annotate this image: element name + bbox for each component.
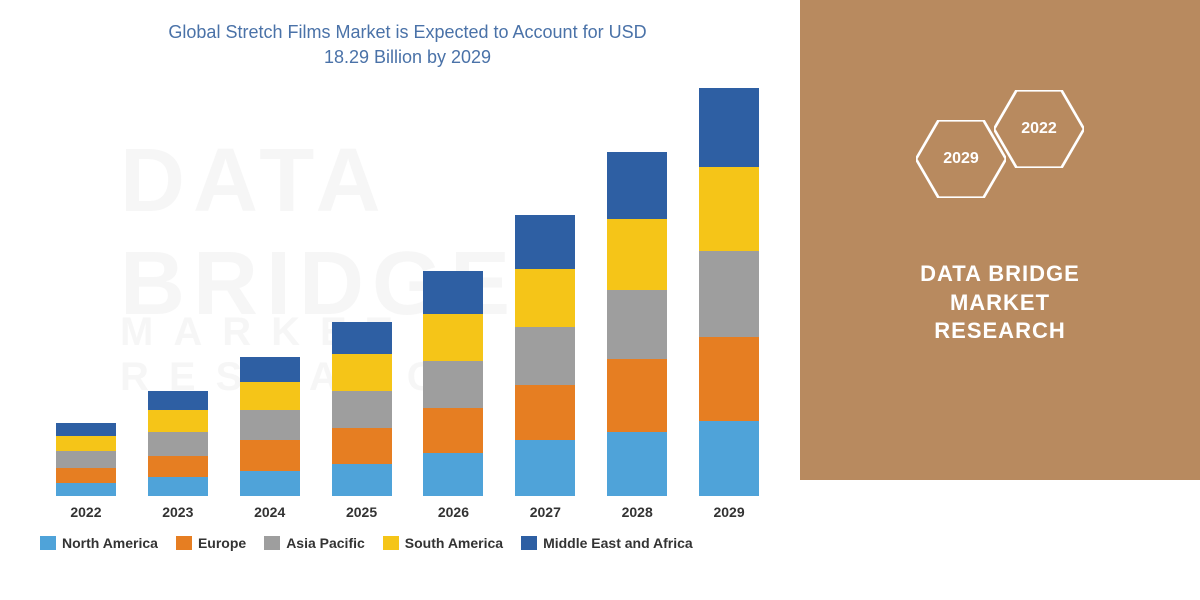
segment-south-america — [332, 354, 392, 391]
stacked-bar-2025 — [332, 322, 392, 496]
segment-europe — [148, 456, 208, 478]
segment-north-america — [148, 477, 208, 496]
legend-label: Middle East and Africa — [543, 535, 693, 551]
right-panel-bg: 2029 2022 DATA BRIDGE MARKET RESEARCH — [800, 0, 1200, 480]
hexagon-group: 2029 2022 — [916, 90, 1084, 198]
segment-asia-pacific — [56, 451, 116, 468]
segment-europe — [607, 359, 667, 432]
hexagon-2022: 2022 — [994, 90, 1084, 168]
legend-swatch-icon — [40, 536, 56, 550]
x-axis-label: 2024 — [254, 504, 285, 520]
segment-south-america — [515, 269, 575, 327]
legend-item-middle-east-and-africa: Middle East and Africa — [521, 535, 693, 551]
segment-asia-pacific — [607, 290, 667, 359]
segment-south-america — [148, 410, 208, 432]
brand-text: DATA BRIDGE MARKET RESEARCH — [900, 260, 1100, 346]
chart-title-line2: 18.29 Billion by 2029 — [324, 47, 491, 67]
bar-group-2029: 2029 — [689, 88, 769, 520]
x-axis-label: 2022 — [70, 504, 101, 520]
segment-south-america — [607, 219, 667, 290]
bar-group-2025: 2025 — [322, 322, 402, 520]
segment-middle-east-and-africa — [56, 423, 116, 436]
segment-middle-east-and-africa — [699, 88, 759, 168]
segment-asia-pacific — [423, 361, 483, 408]
segment-europe — [423, 408, 483, 453]
stacked-bar-2029 — [699, 88, 759, 496]
segment-europe — [699, 337, 759, 421]
stacked-bar-2028 — [607, 152, 667, 496]
segment-south-america — [423, 314, 483, 361]
segment-middle-east-and-africa — [332, 322, 392, 354]
bar-group-2027: 2027 — [505, 215, 585, 521]
segment-europe — [332, 428, 392, 465]
segment-europe — [515, 385, 575, 441]
brand-line1: DATA BRIDGE MARKET — [920, 261, 1080, 315]
segment-europe — [56, 468, 116, 483]
x-axis-label: 2029 — [713, 504, 744, 520]
segment-asia-pacific — [699, 251, 759, 337]
segment-north-america — [607, 432, 667, 497]
x-axis-label: 2028 — [622, 504, 653, 520]
segment-south-america — [56, 436, 116, 451]
segment-north-america — [699, 421, 759, 496]
legend-item-europe: Europe — [176, 535, 246, 551]
legend: North America Europe Asia Pacific South Ame… — [30, 535, 785, 551]
bar-group-2023: 2023 — [138, 391, 218, 520]
segment-north-america — [515, 440, 575, 496]
segment-asia-pacific — [332, 391, 392, 428]
segment-europe — [240, 440, 300, 470]
legend-swatch-icon — [176, 536, 192, 550]
hexagon-label-2029: 2029 — [943, 150, 979, 168]
chart-area: DATA BRIDGE MARKET RESEARCH Global Stret… — [0, 0, 800, 600]
legend-label: Europe — [198, 535, 246, 551]
segment-asia-pacific — [240, 410, 300, 440]
stacked-bar-2024 — [240, 357, 300, 497]
segment-north-america — [56, 483, 116, 496]
segment-asia-pacific — [515, 327, 575, 385]
chart-title-line1: Global Stretch Films Market is Expected … — [168, 22, 646, 42]
segment-asia-pacific — [148, 432, 208, 456]
stacked-bar-2022 — [56, 423, 116, 496]
legend-swatch-icon — [521, 536, 537, 550]
x-axis-label: 2027 — [530, 504, 561, 520]
segment-middle-east-and-africa — [240, 357, 300, 383]
x-axis-label: 2026 — [438, 504, 469, 520]
hexagon-label-2022: 2022 — [1021, 120, 1057, 138]
legend-label: Asia Pacific — [286, 535, 365, 551]
chart-title: Global Stretch Films Market is Expected … — [30, 20, 785, 70]
segment-middle-east-and-africa — [607, 152, 667, 219]
legend-item-north-america: North America — [40, 535, 158, 551]
brand-line2: RESEARCH — [934, 318, 1065, 343]
x-axis-label: 2023 — [162, 504, 193, 520]
x-axis-label: 2025 — [346, 504, 377, 520]
bar-group-2026: 2026 — [413, 271, 493, 521]
bar-group-2024: 2024 — [230, 357, 310, 521]
bar-group-2022: 2022 — [46, 423, 126, 520]
stacked-bar-2026 — [423, 271, 483, 497]
segment-middle-east-and-africa — [148, 391, 208, 410]
legend-item-south-america: South America — [383, 535, 503, 551]
legend-item-asia-pacific: Asia Pacific — [264, 535, 365, 551]
bar-group-2028: 2028 — [597, 152, 677, 520]
main-container: DATA BRIDGE MARKET RESEARCH Global Stret… — [0, 0, 1200, 600]
segment-north-america — [423, 453, 483, 496]
legend-label: North America — [62, 535, 158, 551]
hexagon-2029: 2029 — [916, 120, 1006, 198]
legend-swatch-icon — [264, 536, 280, 550]
segment-south-america — [240, 382, 300, 410]
segment-middle-east-and-africa — [515, 215, 575, 269]
segment-middle-east-and-africa — [423, 271, 483, 314]
right-panel: Regions, 2022 to 2029 2029 2022 DATA BRI — [800, 0, 1200, 600]
bars-region: 2022 2023 2024 2025 2026 2027 2028 2029 — [30, 90, 785, 520]
stacked-bar-2027 — [515, 215, 575, 497]
legend-swatch-icon — [383, 536, 399, 550]
segment-south-america — [699, 167, 759, 251]
segment-north-america — [240, 471, 300, 497]
segment-north-america — [332, 464, 392, 496]
legend-label: South America — [405, 535, 503, 551]
stacked-bar-2023 — [148, 391, 208, 496]
